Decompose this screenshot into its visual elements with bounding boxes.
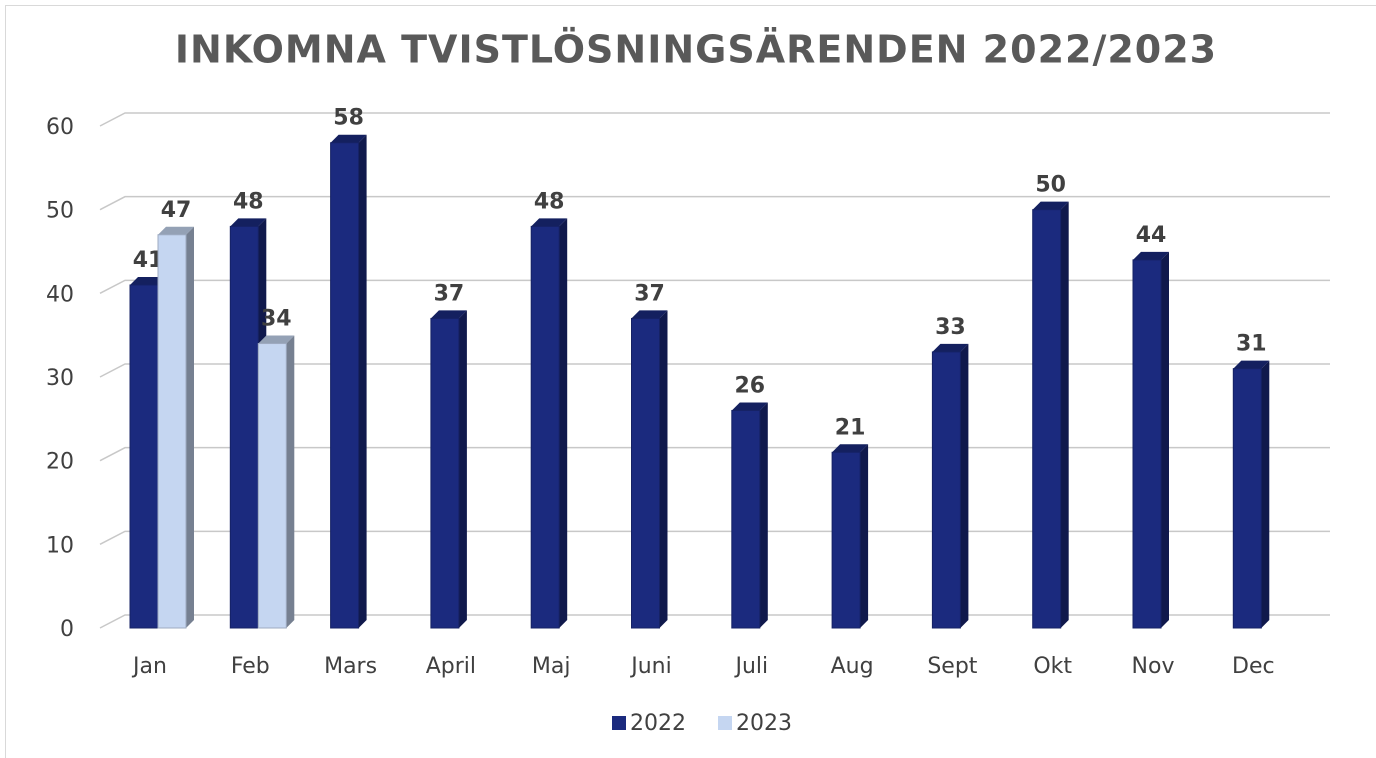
legend-swatch xyxy=(612,716,626,730)
bar-front xyxy=(631,317,660,629)
data-label: 58 xyxy=(333,106,364,131)
legend-label: 2023 xyxy=(736,711,792,736)
x-tick-label: Juli xyxy=(733,654,768,679)
bar-top xyxy=(1032,201,1069,210)
y-tick-label: 10 xyxy=(46,533,74,558)
bar-top xyxy=(1133,251,1169,260)
bar-top xyxy=(1233,360,1270,369)
bar-side xyxy=(458,310,467,628)
x-tick-label: Nov xyxy=(1132,654,1175,679)
x-tick-label: Dec xyxy=(1232,654,1275,679)
bar-front xyxy=(1132,259,1162,629)
bar-side xyxy=(1060,201,1069,628)
legend-swatch xyxy=(718,716,732,730)
data-label: 37 xyxy=(634,281,665,306)
grid-line xyxy=(99,112,1330,127)
y-tick-label: 60 xyxy=(46,115,74,140)
bar-front xyxy=(257,343,287,629)
bar-top xyxy=(230,218,267,227)
data-label: 50 xyxy=(1035,173,1066,198)
x-tick-label: April xyxy=(426,654,476,679)
grid-line xyxy=(99,614,1330,629)
y-tick-label: 20 xyxy=(46,450,74,475)
x-tick-label: Sept xyxy=(927,654,977,679)
chart-title: INKOMNA TVISTLÖSNINGSÄRENDEN 2022/2023 xyxy=(175,28,1217,72)
bar-front xyxy=(330,142,360,629)
bar xyxy=(1132,251,1169,629)
data-label: 48 xyxy=(233,189,264,214)
legend-label: 2022 xyxy=(630,711,686,736)
y-tick-label: 40 xyxy=(46,282,74,307)
grid-line xyxy=(99,446,1330,462)
x-tick-label: Mars xyxy=(324,654,377,679)
x-tick-label: Juni xyxy=(629,654,672,679)
bar-side xyxy=(358,134,367,628)
data-label: 33 xyxy=(935,315,966,340)
bar xyxy=(731,402,768,629)
bar-side xyxy=(960,343,969,628)
grid-line xyxy=(99,363,1330,378)
y-tick-label: 30 xyxy=(46,366,74,391)
chart-frame xyxy=(5,5,1376,758)
x-tick-label: Feb xyxy=(231,654,270,679)
bar-side xyxy=(286,335,295,628)
bar-top xyxy=(330,134,367,143)
bar-front xyxy=(731,409,761,629)
data-label: 31 xyxy=(1236,332,1267,357)
bar-top xyxy=(158,226,194,235)
bar xyxy=(257,335,295,629)
bar-top xyxy=(531,218,568,227)
bar-side xyxy=(759,402,768,628)
bar-side xyxy=(860,444,869,628)
x-tick-label: Maj xyxy=(532,654,571,679)
grid-line xyxy=(99,195,1330,211)
bar-top xyxy=(832,444,869,453)
bar xyxy=(1032,201,1069,629)
x-tick-label: Okt xyxy=(1033,654,1072,679)
data-label: 44 xyxy=(1136,223,1167,248)
data-label: 47 xyxy=(161,198,192,223)
bar-front xyxy=(530,225,560,629)
bar-front xyxy=(129,284,159,629)
bar xyxy=(931,343,969,629)
bar-top xyxy=(731,402,768,411)
bar-top xyxy=(430,310,467,319)
bar xyxy=(831,444,869,629)
bar xyxy=(157,226,194,629)
data-label: 21 xyxy=(835,415,866,440)
bar-top xyxy=(631,310,668,319)
bar-side xyxy=(559,218,568,628)
bar xyxy=(1232,360,1270,629)
bar-side xyxy=(1261,360,1270,628)
bar xyxy=(631,310,668,629)
bar-top xyxy=(258,335,295,344)
grid-line xyxy=(99,279,1330,294)
y-tick-label: 0 xyxy=(60,617,74,642)
bar-top xyxy=(130,276,166,285)
x-tick-label: Jan xyxy=(131,654,167,679)
bar-side xyxy=(659,310,668,628)
bar-front xyxy=(831,451,861,629)
data-label: 37 xyxy=(434,281,465,306)
bar-front xyxy=(1232,368,1262,629)
x-tick-label: Aug xyxy=(831,654,874,679)
bar-top xyxy=(932,343,969,352)
bar-front xyxy=(430,317,460,629)
data-label: 34 xyxy=(261,307,292,332)
data-label: 48 xyxy=(534,189,565,214)
bar-front xyxy=(157,234,187,629)
y-tick-label: 50 xyxy=(46,199,74,224)
bar-front xyxy=(229,225,259,629)
bar-side xyxy=(1161,251,1169,628)
bar-front xyxy=(1032,209,1062,629)
bar xyxy=(430,310,467,629)
bar xyxy=(530,218,568,629)
bar-front xyxy=(931,351,961,629)
bar-side xyxy=(186,226,194,628)
bar xyxy=(330,134,367,629)
grid-line xyxy=(99,530,1330,545)
data-label: 26 xyxy=(734,373,765,398)
